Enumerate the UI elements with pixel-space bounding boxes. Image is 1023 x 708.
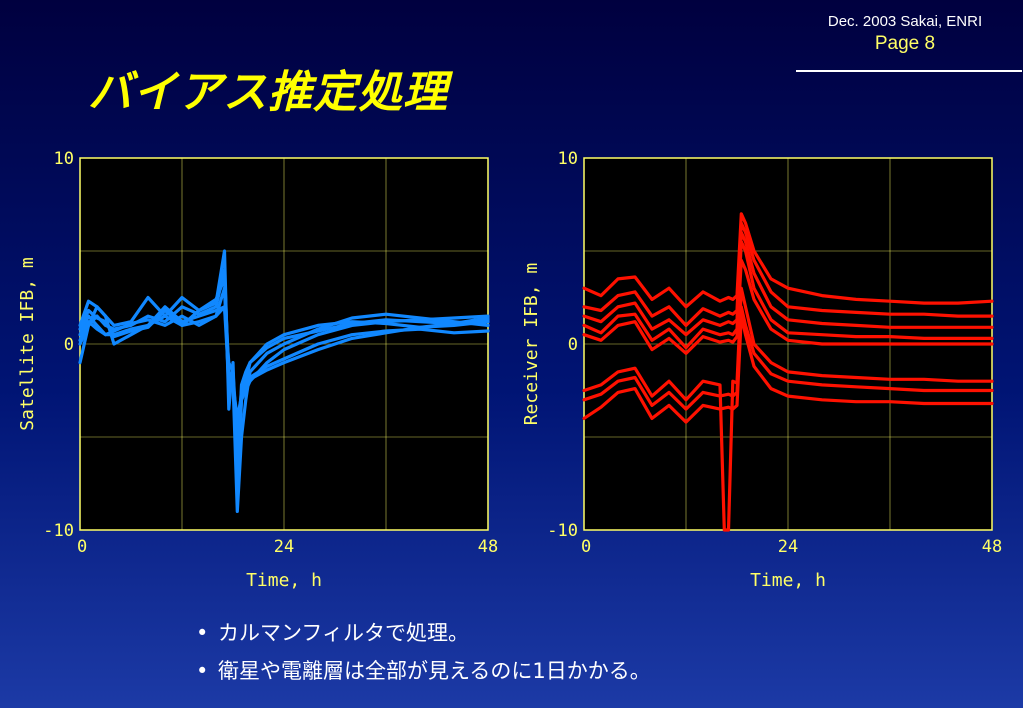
y-tick-label: -10 bbox=[43, 521, 74, 541]
y-tick-label: 0 bbox=[568, 335, 578, 355]
series-line bbox=[582, 286, 994, 532]
series-line bbox=[78, 299, 490, 439]
bullet-text: 衛星や電離層は全部が見えるのに1日かかる。 bbox=[218, 659, 651, 683]
x-axis-label: Time, h bbox=[750, 570, 826, 591]
x-tick-label: 0 bbox=[77, 537, 87, 557]
x-tick-label: 48 bbox=[982, 537, 1002, 557]
bullet-item: • 衛星や電離層は全部が見えるのに1日かかる。 bbox=[196, 652, 651, 690]
y-tick-label: 10 bbox=[558, 149, 578, 169]
x-tick-label: 24 bbox=[778, 537, 798, 557]
y-axis-label: Receiver IFB, m bbox=[521, 263, 542, 426]
bullet-list: • カルマンフィルタで処理。 • 衛星や電離層は全部が見えるのに1日かかる。 bbox=[196, 614, 651, 690]
series-line bbox=[78, 277, 490, 420]
x-tick-label: 0 bbox=[581, 537, 591, 557]
y-axis-label: Satellite IFB, m bbox=[17, 257, 38, 430]
x-tick-label: 24 bbox=[274, 537, 294, 557]
x-tick-label: 48 bbox=[478, 537, 498, 557]
y-tick-label: 0 bbox=[64, 335, 74, 355]
bullet-dot: • bbox=[196, 621, 209, 645]
bullet-text: カルマンフィルタで処理。 bbox=[218, 621, 469, 645]
slide-title: バイアス推定処理 bbox=[88, 67, 448, 118]
header-info: Dec. 2003 Sakai, ENRI Page 8 bbox=[796, 12, 1014, 55]
y-tick-label: -10 bbox=[547, 521, 578, 541]
y-tick-label: 10 bbox=[54, 149, 74, 169]
x-axis-label: Time, h bbox=[246, 570, 322, 591]
date-author-text: Dec. 2003 Sakai, ENRI bbox=[827, 13, 983, 30]
bullet-dot: • bbox=[196, 659, 209, 683]
series-line bbox=[582, 314, 994, 424]
series-line bbox=[582, 258, 994, 355]
header-divider bbox=[796, 70, 1022, 72]
bullet-item: • カルマンフィルタで処理。 bbox=[196, 614, 651, 652]
page-number: Page 8 bbox=[874, 33, 936, 54]
